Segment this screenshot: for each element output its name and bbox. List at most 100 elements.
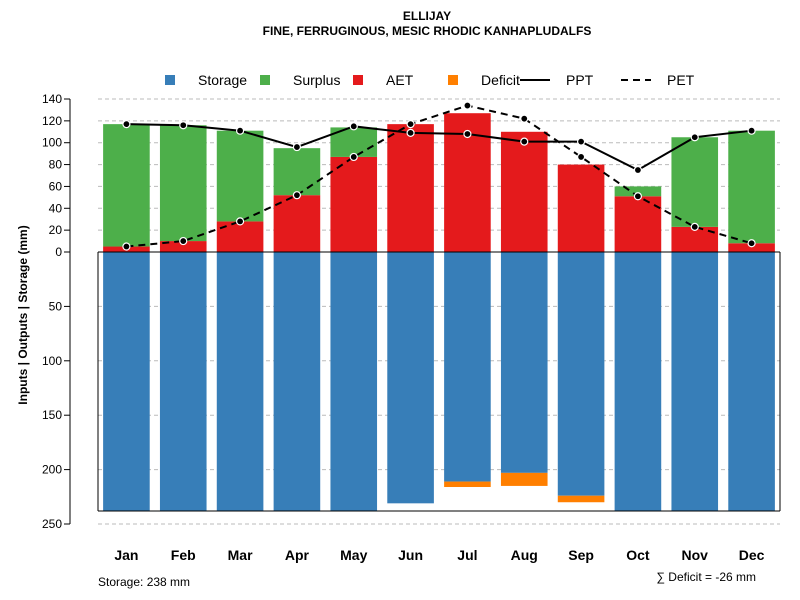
ppt-point-jul [463, 129, 472, 139]
ppt-point-may [349, 122, 358, 131]
surplus-bar-oct [614, 186, 662, 197]
x-tick-label-apr: Apr [285, 547, 310, 563]
pet-point-oct [633, 192, 643, 201]
y-tick-label-upper-140: 140 [42, 92, 62, 106]
ppt-point-dec [747, 126, 756, 135]
storage-bar-oct [614, 252, 662, 511]
legend-swatch-surplus [260, 75, 270, 85]
surplus-bar-dec [728, 130, 775, 244]
x-tick-label-nov: Nov [682, 547, 709, 563]
pet-point-mar [235, 217, 245, 226]
pet-point-apr [292, 191, 302, 200]
storage-bar-jan [103, 252, 150, 511]
storage-bar-sep [557, 252, 605, 496]
legend-label-storage: Storage [198, 72, 247, 88]
y-tick-label-upper-60: 60 [49, 179, 63, 193]
y-tick-label-lower-100: 100 [42, 354, 62, 368]
y-tick-label-lower-200: 200 [42, 463, 62, 477]
legend-label-pet: PET [667, 72, 695, 88]
y-tick-label-upper-40: 40 [49, 201, 63, 215]
y-tick-label-upper-100: 100 [42, 136, 62, 150]
chart-subtitle: FINE, FERRUGINOUS, MESIC RHODIC KANHAPLU… [263, 24, 592, 38]
storage-bar-mar [216, 252, 264, 511]
pet-point-dec [747, 239, 756, 248]
chart-title: ELLIJAY [403, 9, 451, 23]
x-tick-label-sep: Sep [568, 547, 594, 563]
gridlines [98, 98, 780, 525]
ppt-line [126, 123, 752, 172]
ppt-point-sep [576, 137, 586, 146]
legend-label-ppt: PPT [566, 72, 594, 88]
deficit-bar-aug [500, 472, 548, 486]
legend-swatch-aet [353, 75, 363, 85]
aet-bar-oct [614, 196, 662, 252]
ppt-point-nov [690, 133, 699, 142]
legend-label-aet: AET [386, 72, 414, 88]
aet-bar-dec [728, 243, 775, 252]
storage-bar-aug [500, 252, 548, 473]
ppt-point-feb [179, 121, 188, 130]
y-tick-label-lower-250: 250 [42, 517, 62, 531]
y-tick-label-lower-150: 150 [42, 408, 62, 422]
y-tick-label-upper-120: 120 [42, 114, 62, 128]
storage-bar-nov [671, 252, 719, 511]
x-tick-label-dec: Dec [739, 547, 765, 563]
storage-footnote: Storage: 238 mm [98, 575, 190, 589]
ppt-point-mar [235, 126, 245, 135]
legend-swatch-storage [165, 75, 175, 85]
storage-bar-apr [273, 252, 321, 511]
x-tick-label-jul: Jul [457, 547, 477, 563]
x-tick-label-jun: Jun [398, 547, 423, 563]
aet-bar-aug [500, 131, 548, 252]
pet-point-jul [463, 101, 472, 110]
storage-bar-jul [444, 252, 491, 482]
x-tick-label-may: May [340, 547, 367, 563]
pet-point-may [349, 152, 358, 162]
legend: Storage Surplus AET Deficit PPT PET [165, 72, 695, 88]
deficit-bar-jul [444, 481, 491, 488]
surplus-bar-mar [216, 130, 264, 222]
legend-label-deficit: Deficit [481, 72, 520, 88]
ppt-point-jun [406, 128, 415, 137]
aet-bar-feb [159, 241, 207, 252]
aet-bar-jun [387, 124, 434, 252]
legend-swatch-deficit [448, 75, 458, 85]
surplus-bar-nov [671, 137, 719, 227]
x-tick-label-oct: Oct [626, 547, 650, 563]
y-tick-label-upper-0: 0 [55, 245, 62, 259]
surplus-bar-jan [103, 124, 150, 247]
ppt-point-jan [122, 120, 131, 129]
pet-point-jan [122, 242, 131, 251]
x-tick-label-feb: Feb [171, 547, 196, 563]
y-tick-label-lower-50: 50 [49, 299, 63, 313]
storage-bar-may [330, 252, 378, 511]
storage-bar-feb [159, 252, 207, 511]
pet-point-aug [520, 114, 529, 123]
deficit-bar-sep [557, 495, 605, 503]
pet-point-nov [690, 222, 699, 231]
pet-line [126, 104, 752, 248]
surplus-bar-feb [159, 125, 207, 242]
x-tick-label-mar: Mar [228, 547, 253, 563]
y-tick-label-upper-80: 80 [49, 158, 63, 172]
pet-point-sep [576, 152, 586, 162]
series-lines [122, 101, 756, 251]
ppt-point-apr [292, 142, 302, 152]
surplus-bar-apr [273, 148, 321, 196]
ppt-point-aug [520, 137, 529, 146]
deficit-footnote: ∑ Deficit = -26 mm [656, 570, 756, 584]
ppt-point-oct [633, 165, 643, 175]
aet-bar-may [330, 156, 378, 252]
storage-bar-jun [387, 252, 434, 504]
storage-bar-dec [728, 252, 775, 511]
legend-label-surplus: Surplus [293, 72, 340, 88]
x-tick-label-aug: Aug [511, 547, 538, 563]
x-tick-label-jan: Jan [114, 547, 138, 563]
axes: 0 20 40 60 80 100 120 140 50 100 150 200 250 Jan Feb Ma… [42, 92, 781, 563]
y-axis-label: Inputs | Outputs | Storage (mm) [16, 225, 30, 404]
aet-bar-sep [557, 164, 605, 252]
pet-point-feb [179, 236, 188, 246]
pet-point-jun [406, 120, 415, 129]
aet-bar-apr [273, 195, 321, 252]
